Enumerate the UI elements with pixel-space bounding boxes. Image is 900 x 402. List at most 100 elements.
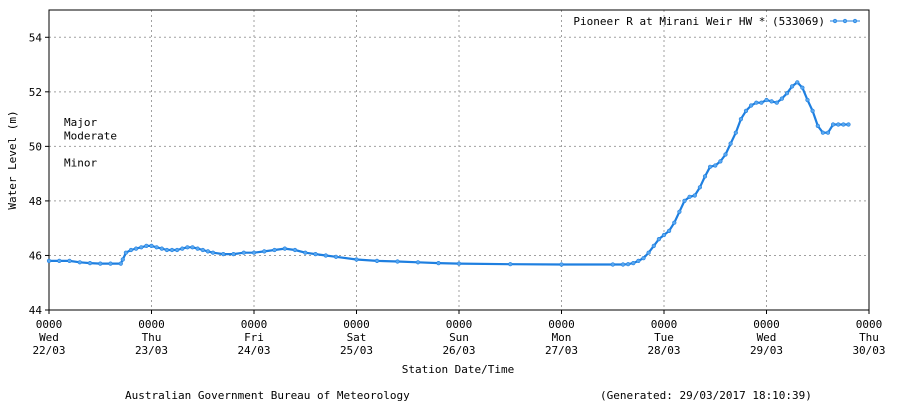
x-tick-label: 22/03 (32, 344, 65, 357)
data-point (666, 228, 672, 233)
data-point (118, 261, 123, 266)
data-point (221, 252, 226, 257)
data-point (738, 116, 744, 122)
data-point (241, 250, 246, 255)
data-point (651, 243, 656, 248)
x-axis-label: Station Date/Time (402, 363, 515, 376)
data-point (108, 261, 113, 266)
data-point (98, 261, 103, 266)
data-point (789, 84, 795, 89)
legend-marker (852, 18, 858, 24)
x-tick-label: Fri (244, 331, 264, 344)
data-point (820, 130, 826, 135)
x-axis-ticks: 0000Wed22/030000Thu23/030000Fri24/030000… (32, 310, 886, 357)
data-point (646, 250, 651, 255)
data-point (120, 257, 125, 262)
data-point (46, 258, 52, 264)
data-point (810, 108, 815, 113)
data-point (620, 262, 626, 267)
data-point (846, 122, 851, 127)
x-tick-label: 29/03 (750, 344, 783, 357)
data-point (303, 250, 308, 255)
x-tick-label: Thu (859, 331, 879, 344)
data-point (656, 237, 662, 242)
data-point (625, 262, 631, 267)
data-point (180, 246, 185, 251)
x-tick-label: 27/03 (545, 344, 578, 357)
data-point (800, 85, 805, 90)
data-point (164, 247, 169, 253)
legend: Pioneer R at Mirani Weir HW * (533069) (573, 15, 860, 28)
x-tick-label: 0000 (36, 318, 63, 331)
x-tick-label: 0000 (548, 318, 575, 331)
legend-marker (832, 18, 838, 24)
data-point (692, 193, 697, 198)
x-tick-label: 26/03 (442, 344, 475, 357)
data-point (805, 97, 810, 103)
data-point (707, 164, 713, 169)
data-point (677, 209, 682, 214)
data-point (743, 108, 749, 113)
data-point (87, 261, 93, 266)
data-point (748, 103, 754, 108)
y-tick-label: 44 (29, 304, 43, 317)
data-point (784, 91, 790, 96)
x-tick-label: 0000 (138, 318, 165, 331)
data-point (185, 245, 190, 250)
x-tick-label: Sun (449, 331, 469, 344)
data-point (836, 122, 841, 127)
threshold-label: Moderate (64, 129, 117, 142)
x-tick-label: 23/03 (135, 344, 168, 357)
data-point (610, 262, 615, 267)
data-point (262, 249, 267, 254)
x-tick-label: 30/03 (852, 344, 885, 357)
data-point (210, 250, 216, 255)
x-tick-label: Wed (39, 331, 59, 344)
legend-marker (842, 18, 848, 24)
x-tick-label: 25/03 (340, 344, 373, 357)
data-point (672, 220, 677, 225)
y-tick-label: 46 (29, 249, 42, 262)
y-axis-label: Water Level (m) (6, 110, 19, 209)
data-point (718, 159, 723, 164)
data-point (415, 260, 421, 265)
data-point (697, 185, 703, 190)
data-point (456, 261, 462, 266)
data-point (687, 194, 692, 199)
y-tick-label: 50 (29, 140, 42, 153)
data-point (636, 258, 641, 264)
data-point (159, 246, 164, 251)
data-point (231, 252, 236, 257)
threshold-label: Minor (64, 157, 97, 170)
footer-agency: Australian Government Bureau of Meteorol… (125, 389, 410, 402)
data-point (774, 100, 779, 105)
data-point (195, 246, 200, 251)
data-point (795, 80, 800, 85)
x-tick-label: Tue (654, 331, 674, 344)
data-point (830, 122, 836, 127)
x-tick-label: 24/03 (237, 344, 270, 357)
data-point (67, 258, 72, 264)
data-point (508, 262, 513, 267)
data-point (841, 122, 846, 127)
data-point (190, 245, 195, 250)
threshold-label: Major (64, 116, 97, 129)
data-point (175, 247, 180, 253)
data-point (205, 249, 210, 254)
data-point (292, 247, 298, 253)
x-tick-label: Sat (347, 331, 367, 344)
data-point (354, 257, 359, 262)
data-point (825, 130, 831, 135)
data-point (728, 141, 733, 146)
data-point (123, 250, 128, 255)
data-point (57, 258, 62, 264)
grid-lines (49, 10, 869, 310)
data-point (815, 123, 820, 128)
x-tick-label: 0000 (651, 318, 678, 331)
x-tick-label: 0000 (446, 318, 473, 331)
data-point (631, 261, 636, 266)
data-point (779, 96, 785, 101)
data-point (77, 260, 82, 265)
data-point (559, 262, 564, 267)
